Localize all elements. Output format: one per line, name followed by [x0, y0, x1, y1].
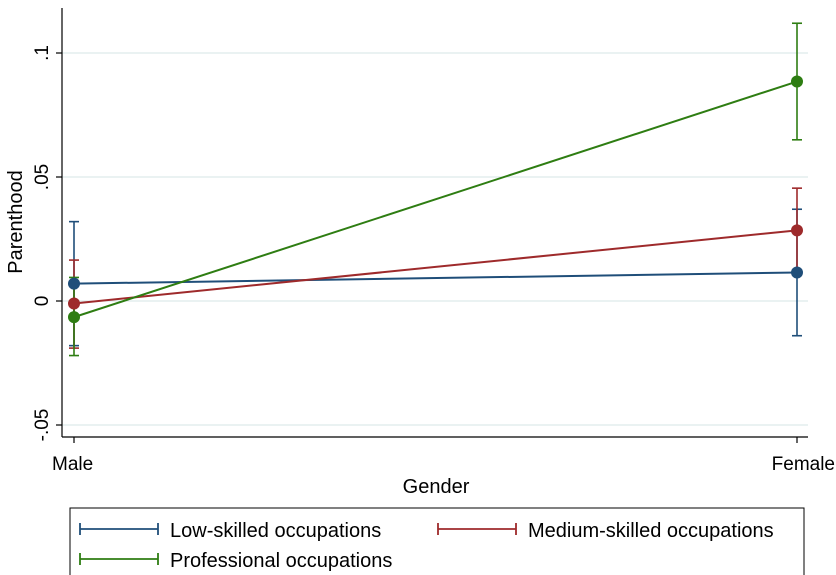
data-point	[791, 224, 803, 237]
y-axis-title: Parenthood	[5, 170, 27, 273]
x-axis-title: Gender	[403, 476, 470, 498]
axes	[61, 8, 808, 438]
data-points	[68, 75, 803, 324]
y-tick-label: 0	[32, 296, 53, 307]
series-line	[73, 271, 798, 285]
data-point	[68, 311, 80, 324]
legend-label: Low-skilled occupations	[170, 520, 381, 542]
y-ticks: -.05 0 .05 .1	[32, 45, 62, 441]
legend-label: Medium-skilled occupations	[528, 520, 774, 542]
data-point	[791, 75, 803, 88]
legend: Low-skilled occupations Medium-skilled oc…	[69, 507, 805, 575]
series-line	[73, 80, 798, 319]
grid-lines	[62, 52, 808, 426]
legend-box	[69, 507, 805, 575]
x-tick-label: Male	[52, 454, 93, 475]
series-line	[73, 229, 798, 305]
x-ticks: Male Female	[52, 437, 835, 475]
y-tick-label: -.05	[32, 409, 53, 442]
data-point	[68, 297, 80, 310]
y-tick-label: .05	[32, 164, 53, 190]
data-point	[791, 266, 803, 279]
series-lines	[73, 80, 798, 319]
y-tick-label: .1	[32, 45, 53, 61]
data-point	[68, 277, 80, 290]
x-tick-label: Female	[772, 454, 835, 475]
error-bars	[69, 22, 802, 357]
legend-label: Professional occupations	[170, 550, 392, 572]
